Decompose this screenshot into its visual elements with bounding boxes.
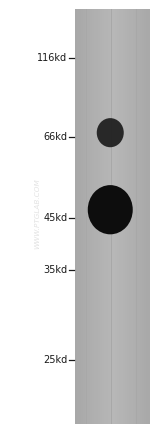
Bar — [104, 9, 106, 424]
Bar — [115, 9, 117, 424]
Bar — [133, 9, 135, 424]
Bar — [148, 9, 150, 424]
Bar — [129, 9, 131, 424]
Text: WWW.PTGLAB.COM: WWW.PTGLAB.COM — [34, 178, 40, 250]
Bar — [142, 9, 144, 424]
Text: 35kd: 35kd — [43, 265, 68, 275]
Text: 45kd: 45kd — [43, 213, 68, 223]
Bar — [102, 9, 104, 424]
Bar — [79, 9, 81, 424]
Bar — [83, 9, 85, 424]
Ellipse shape — [97, 118, 124, 147]
Bar — [75, 9, 150, 424]
Text: 116kd: 116kd — [37, 53, 68, 63]
Bar — [112, 9, 113, 424]
Text: 66kd: 66kd — [44, 132, 68, 142]
Bar — [135, 9, 136, 424]
Bar — [140, 9, 142, 424]
Bar — [125, 9, 127, 424]
Bar — [121, 9, 123, 424]
Bar — [136, 9, 138, 424]
Bar — [113, 9, 115, 424]
Bar — [123, 9, 125, 424]
Bar — [138, 9, 140, 424]
Bar — [98, 9, 100, 424]
Bar — [85, 9, 87, 424]
Bar — [108, 9, 109, 424]
Bar — [75, 9, 77, 424]
Bar — [90, 9, 92, 424]
Bar — [131, 9, 133, 424]
Bar — [127, 9, 129, 424]
Bar — [110, 9, 111, 424]
Bar — [100, 9, 102, 424]
Bar — [77, 9, 79, 424]
Bar — [144, 9, 146, 424]
Bar — [88, 9, 90, 424]
Bar — [92, 9, 94, 424]
Bar — [117, 9, 119, 424]
Bar — [106, 9, 108, 424]
Text: 25kd: 25kd — [43, 354, 68, 365]
Ellipse shape — [88, 185, 133, 235]
Bar — [87, 9, 88, 424]
Bar — [94, 9, 96, 424]
Bar — [96, 9, 98, 424]
Bar — [81, 9, 83, 424]
Bar — [146, 9, 148, 424]
Bar — [119, 9, 121, 424]
